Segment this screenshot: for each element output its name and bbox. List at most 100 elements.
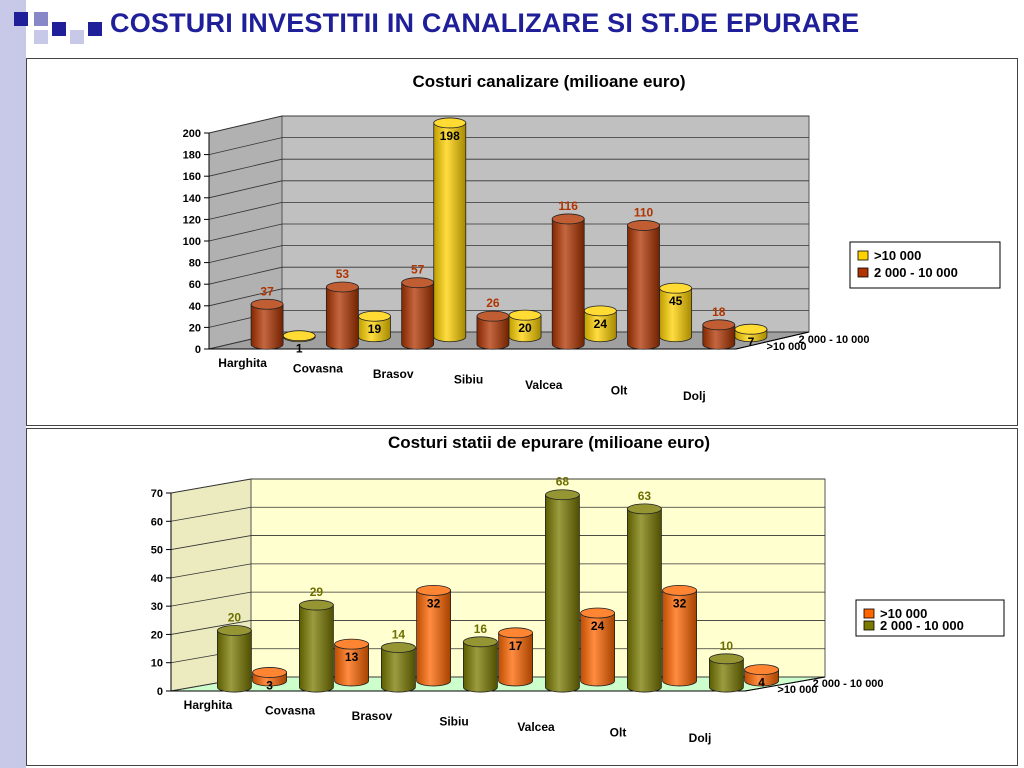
c1-bar-top [325,281,359,293]
c2-grid-side [170,620,252,635]
c2-bar-body [463,641,498,693]
c2-data-label: 32 [673,596,687,610]
c1-grid-side [208,137,283,155]
c1-data-label: 116 [559,199,579,213]
chart-canalizare: Costuri canalizare (milioane euro) 0 20 40 6… [183,72,1001,403]
c1-bar-body [250,303,284,350]
c1-data-label: 26 [486,296,500,310]
c2-bar-body [580,612,615,687]
chart-panel-canalizare: Costuri canalizare (milioane euro) 0 20 40 6… [26,58,1018,426]
c2-ytick-label: 30 [151,601,163,613]
c1-category-label: Valcea [525,378,563,392]
c2-depth-axis [744,676,826,692]
c2-bar [627,503,662,693]
c1-ytick-label: 160 [183,171,201,183]
c1-bar-body [358,315,391,343]
c2-data-label: 3 [266,678,273,692]
c1-grid-side [208,158,283,177]
c1-data-label: 20 [518,321,532,335]
c2-ytick-label: 50 [151,545,163,557]
c1-depth-label: 2 000 - 10 000 [799,334,870,346]
c2-bar-top [462,636,498,648]
c1-category-label: Sibiu [454,373,483,387]
c2-data-label: 20 [228,611,242,625]
c2-bar-body [381,647,416,693]
c1-bar [282,330,316,343]
c2-bar-top [416,585,452,596]
c2-data-label: 17 [509,639,523,653]
c2-grid-side [170,535,252,550]
c2-data-label: 32 [427,596,441,610]
c1-bar-body [401,282,435,350]
c1-data-label: 37 [260,284,274,298]
c1-legend-swatch [857,250,869,261]
c1-bar-top [358,310,391,322]
c1-bar [659,282,693,343]
c2-grid-side [170,506,252,522]
c2-bar-body [662,590,697,687]
c1-bar-body [702,324,736,350]
c2-category-label: Dolj [689,731,712,745]
c2-bar-body [334,643,369,687]
c1-bar [250,298,284,350]
c1-category-label: Harghita [218,356,267,370]
c1-bar-body [627,225,660,350]
c2-bar-top [662,585,697,596]
c2-bar-top [380,642,416,653]
c2-bar [662,585,697,687]
c1-data-label: 45 [669,294,683,308]
c1-data-label: 110 [634,205,654,219]
c1-ytick-label: 200 [183,128,201,140]
c2-bar-top [216,625,252,636]
c2-bar [334,638,370,687]
c2-bar [380,642,416,693]
c1-bar [476,310,510,350]
c1-data-label: 198 [440,129,460,143]
c1-bar [433,117,467,343]
c1-grid-side [208,180,283,199]
c1-bar [583,305,617,343]
c2-bar-body [545,494,580,693]
c2-category-label: Covasna [265,704,315,718]
c2-ytick-label: 40 [151,573,163,585]
c1-bar-body [659,287,693,343]
c1-category-label: Covasna [293,362,343,376]
c1-bar [734,323,768,343]
c2-category-label: Harghita [184,698,233,712]
c1-bar-top [551,213,585,225]
c1-category-label: Brasov [373,367,414,381]
c1-ytick-label: 20 [189,322,201,334]
c1-bar-top [282,330,316,342]
c2-bar-top [744,664,779,676]
c1-bar-top [734,323,768,335]
c2-legend-label: >10 000 [880,606,927,621]
c1-bar-top [250,298,284,310]
c1-bar [325,281,359,350]
c1-grid-side [208,202,283,220]
c1-bar-top [583,305,617,317]
c1-legend-label: >10 000 [874,248,921,263]
c2-data-label: 10 [720,639,734,653]
c2-bar-body [498,632,533,687]
c1-data-label: 18 [712,305,726,319]
c2-data-label: 29 [310,585,324,599]
c1-bar-top [476,310,510,322]
c2-data-label: 16 [474,622,488,636]
c2-bar-top [709,653,744,665]
c1-bar-top [627,220,660,231]
c2-title: Costuri statii de epurare (milioane euro… [388,433,710,452]
c1-title: Costuri canalizare (milioane euro) [412,72,685,91]
c2-grid-side [170,478,252,494]
c1-data-label: 19 [368,322,382,336]
chart-panel-epurare: Costuri statii de epurare (milioane euro… [26,428,1018,766]
c2-grid-side [170,563,252,579]
c2-bar [416,585,452,687]
c1-ytick-label: 60 [189,279,201,291]
c2-bar-body [627,508,662,693]
c1-bar-body [583,310,617,343]
c2-bar [709,653,744,693]
c2-ytick-label: 60 [151,516,163,528]
slide-title: COSTURI INVESTITII IN CANALIZARE SI ST.D… [110,8,860,38]
c1-bar-top [401,277,435,289]
c1-legend-label: 2 000 - 10 000 [874,265,958,280]
